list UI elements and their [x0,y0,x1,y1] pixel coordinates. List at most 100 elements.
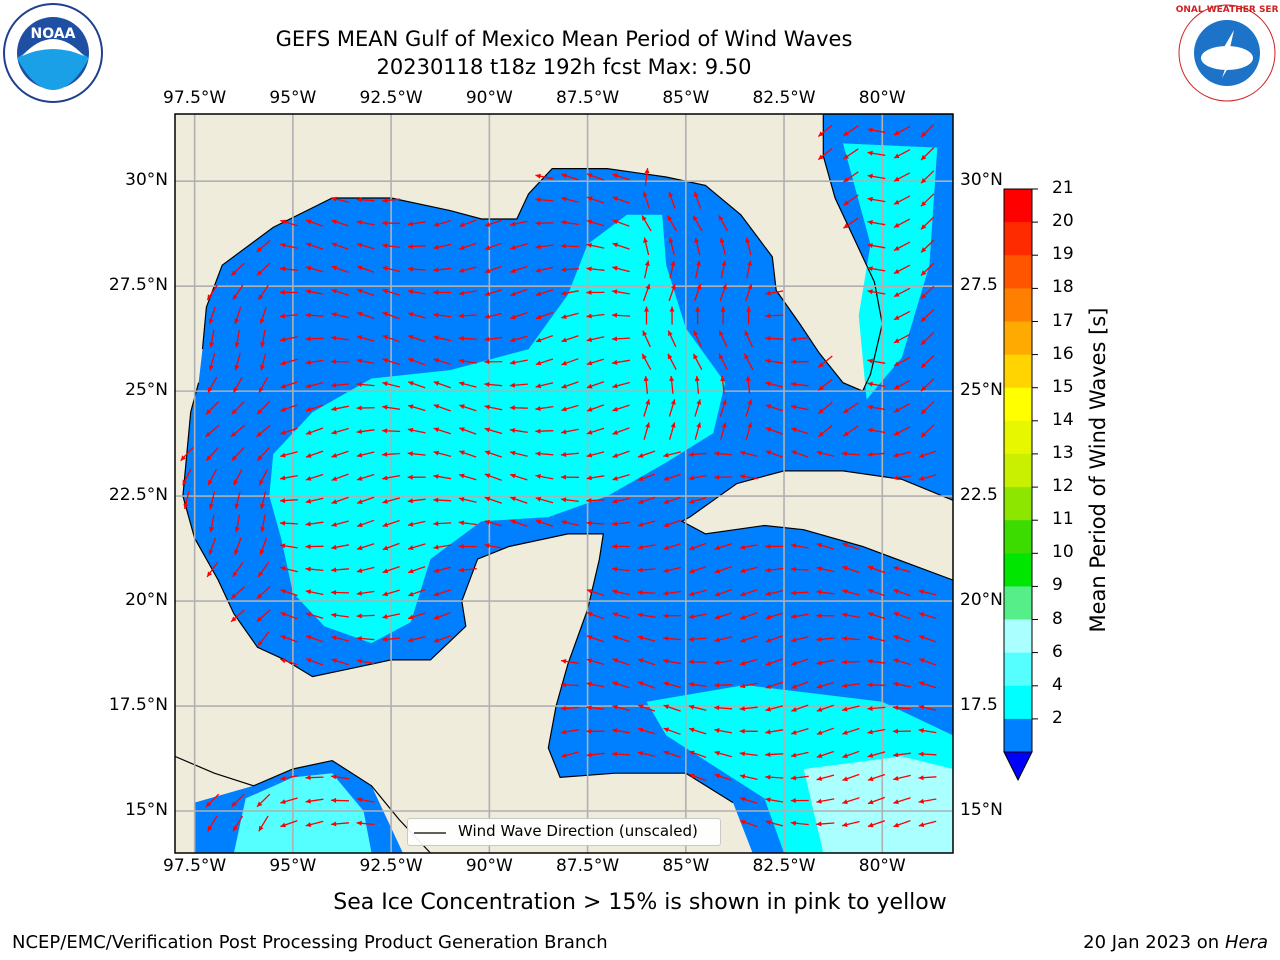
wave-arrowhead [535,314,542,320]
wave-arrowhead [331,499,338,504]
wave-arrowhead [921,293,927,299]
wave-arrowhead [484,382,490,387]
wave-arrowhead [510,291,516,297]
wave-arrowhead [433,521,439,527]
wave-arrowhead [791,707,797,712]
noaa-logo: NOAA [3,3,103,103]
wave-arrowhead [331,265,338,271]
lon-tick-top: 95°W [269,88,317,108]
wave-arrowhead [535,267,541,273]
wave-arrowhead [842,542,848,548]
lon-tick-top: 80°W [858,88,906,108]
lon-tick-bottom: 87.5°W [555,856,620,876]
wave-arrowhead [535,451,541,457]
wave-arrowhead [790,543,797,549]
wave-arrowhead [459,222,465,227]
wave-arrowhead [458,520,465,526]
wave-arrowhead [331,219,337,225]
wave-arrowhead [663,704,670,710]
wave-arrowhead [739,751,745,757]
wave-arrowhead [259,387,264,393]
wave-arrowhead [818,385,824,391]
wave-arrowhead [739,474,746,480]
wave-arrowhead [331,312,337,318]
wave-arrowhead [484,519,491,525]
wave-arrowhead [561,383,567,389]
wave-arrowhead [586,589,593,594]
colorbar-tick: 16 [1052,343,1074,364]
wave-arrowhead [638,499,644,504]
wave-arrowhead [382,288,388,294]
wave-arrowhead [433,358,440,363]
wave-arrowhead [408,404,414,410]
wave-arrowhead [791,427,797,433]
wave-arrowhead [407,427,414,433]
wave-arrowhead [689,750,695,756]
wave-arrowhead [816,707,823,712]
wave-arrowhead [231,801,237,807]
wave-arrowhead [894,361,900,366]
wave-arrowhead [894,430,900,436]
wave-arrowhead [818,362,824,368]
wave-arrowhead [894,292,900,297]
wave-arrowhead [305,476,312,481]
wave-arrowhead [612,544,617,549]
wave-arrowhead [231,455,237,461]
wave-arrowhead [644,168,650,174]
wave-arrowhead [867,776,874,782]
wave-arrowhead [765,752,771,757]
wave-arrowhead [561,196,567,202]
wave-arrowhead [331,335,337,341]
wave-arrowhead [182,479,188,486]
wave-arrowhead [919,635,925,640]
wave-arrowhead [668,237,674,243]
lat-tick-right: 25°N [960,380,1003,401]
colorbar-segment [1004,652,1032,687]
wave-arrowhead [560,705,567,711]
colorbar-tick: 15 [1052,376,1074,397]
wave-arrowhead [747,283,753,290]
wave-arrowhead [382,591,388,597]
wave-arrowhead [721,422,727,428]
wave-arrowhead [719,353,724,360]
wave-arrowhead [234,526,240,533]
wave-arrowhead [382,243,388,249]
wave-arrowhead [816,821,822,827]
wave-arrowhead [791,404,797,410]
colorbar [1003,188,1038,782]
wave-arrowhead [918,751,924,757]
wave-arrowhead [258,294,264,300]
wave-arrowhead [280,566,286,571]
wave-arrowhead [747,260,752,266]
wave-arrowhead [458,335,464,341]
wave-arrowhead [612,406,618,412]
wave-arrowhead [586,705,592,711]
wave-arrowhead [612,498,618,504]
wave-arrowhead [721,399,727,405]
wave-arrowhead [894,269,900,274]
wave-arrowhead [208,365,214,371]
wave-arrowhead [867,729,873,735]
colorbar-tick: 8 [1052,608,1063,629]
wave-arrowhead [894,384,900,389]
wave-arrowhead [433,614,440,620]
wave-arrowhead [280,543,286,549]
wave-arrowhead [694,237,700,243]
wave-arrowhead [331,242,338,248]
wave-arrowhead [790,590,796,596]
wave-arrowhead [892,728,898,734]
lon-tick-bottom: 82.5°W [752,856,816,876]
wave-arrowhead [843,223,849,229]
wave-arrowhead [306,658,312,663]
lon-tick-top: 82.5°W [752,88,816,108]
wave-arrowhead [382,568,389,574]
wave-arrowhead [535,474,541,479]
lat-tick-left: 22.5°N [108,485,168,506]
wave-arrowhead [382,636,388,642]
wave-arrowhead [921,270,927,276]
wave-arrowhead [739,728,745,734]
wave-arrowhead [331,359,337,365]
wave-arrowhead [433,497,439,503]
wave-arrowhead [458,313,464,319]
wave-arrowhead [586,681,592,687]
